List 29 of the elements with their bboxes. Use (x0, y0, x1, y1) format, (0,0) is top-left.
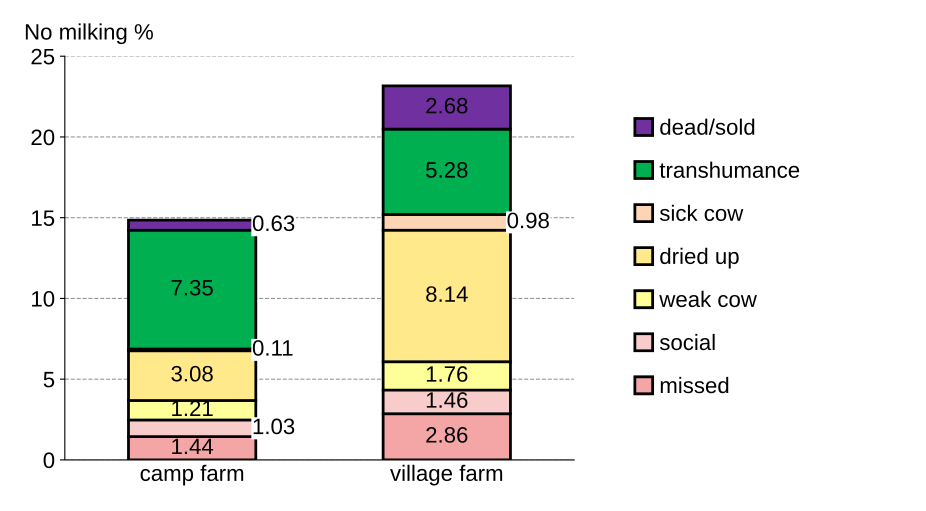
data-label: 5.28 (426, 162, 468, 178)
data-label: 7.35 (172, 280, 213, 296)
y-tick-label: 5 (44, 372, 54, 388)
data-label: 2.86 (426, 427, 468, 443)
data-label: 0.98 (508, 212, 549, 228)
y-tick-label: 0 (44, 452, 54, 468)
legend-label: dead/sold (660, 118, 754, 135)
legend-label: dried up (660, 248, 739, 268)
y-tick-label: 20 (32, 129, 54, 146)
legend-label: weak cow (659, 290, 757, 308)
legend-label: sick cow (660, 204, 744, 222)
data-label: 1.46 (426, 392, 468, 408)
y-tick-label: 10 (32, 290, 54, 307)
x-tick-label: camp farm (140, 464, 244, 486)
data-label: 0.11 (252, 340, 293, 356)
legend-label: missed (660, 376, 728, 394)
y-axis-title: No milking % (26, 23, 153, 44)
data-label: 0.63 (252, 215, 294, 232)
legend-label: transhumance (660, 162, 800, 178)
y-tick-label: 25 (32, 48, 54, 64)
data-label: 2.68 (426, 98, 468, 114)
y-tick-label: 15 (32, 210, 54, 226)
data-label: 1.44 (172, 438, 214, 454)
x-tick-label: village farm (390, 464, 502, 486)
data-label: 8.14 (426, 286, 468, 302)
data-label: 1.76 (426, 366, 468, 382)
data-label: 3.08 (171, 366, 213, 382)
data-label: 1.03 (254, 418, 294, 434)
legend-label: social (660, 334, 715, 350)
